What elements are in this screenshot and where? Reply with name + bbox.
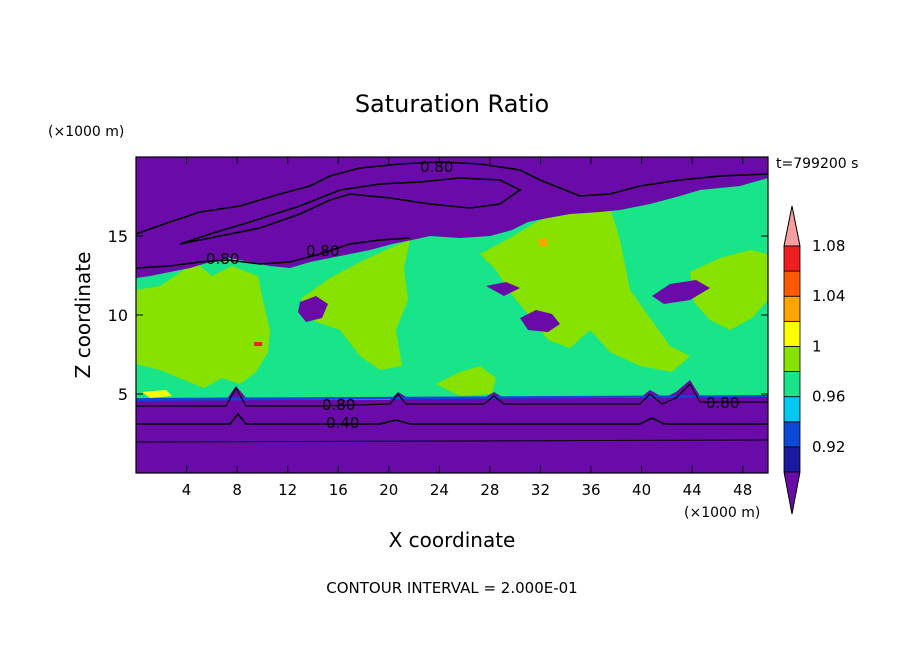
y-tick-label: 5 — [118, 385, 128, 404]
x-tick-label: 8 — [232, 481, 242, 499]
y-tick-label: 10 — [108, 306, 128, 325]
region-green-center — [300, 240, 410, 370]
x-tick-label: 40 — [632, 481, 651, 499]
contour-lines — [136, 161, 768, 443]
colorbar-band — [783, 270, 801, 297]
colorbar-arrow-high — [783, 205, 801, 247]
chart-title: Saturation Ratio — [355, 90, 549, 118]
region-yellow-spot — [142, 390, 172, 398]
x-tick-label: 24 — [430, 481, 449, 499]
region-purple-cloud-a — [520, 310, 560, 332]
region-orange-spot — [538, 238, 548, 246]
region-red-spot — [254, 342, 262, 346]
x-tick-label: 32 — [531, 481, 550, 499]
colorbar-band — [783, 320, 801, 347]
y-axis-label: Z coordinate — [71, 252, 95, 379]
y-tick-label: 15 — [108, 227, 128, 246]
colorbar-band — [783, 446, 801, 473]
x-tick-label: 36 — [581, 481, 600, 499]
colorbar-label: 0.92 — [812, 438, 845, 456]
colorbar-band — [783, 396, 801, 423]
contour-label: 0.80 — [706, 394, 739, 412]
contour-line-040 — [136, 412, 768, 425]
x-tick-label: 44 — [683, 481, 702, 499]
colorbar-label: 1.04 — [812, 287, 845, 305]
x-tick-label: 20 — [379, 481, 398, 499]
colorbar-band — [783, 421, 801, 448]
x-tick-label: 48 — [733, 481, 752, 499]
region-green-left — [136, 262, 270, 388]
x-axis-ticks: 4 8 12 16 20 24 28 32 36 40 44 48 — [182, 157, 752, 499]
region-green-far-right — [690, 250, 768, 330]
region-purple-cloud-d — [486, 282, 520, 296]
colorbar-band — [783, 245, 801, 272]
colorbar-label: 0.96 — [812, 388, 845, 406]
x-unit-label: (×1000 m) — [684, 505, 760, 521]
contour-line-low — [136, 439, 768, 443]
time-label: t=799200 s — [776, 156, 858, 172]
contour-line-top-outer — [136, 161, 768, 235]
x-tick-label: 12 — [278, 481, 297, 499]
contour-line-top-inner — [179, 177, 522, 245]
x-tick-label: 16 — [329, 481, 348, 499]
contour-label: 0.80 — [322, 396, 355, 414]
region-blue-edge — [136, 395, 768, 401]
colorbar-arrow-low — [783, 471, 801, 515]
region-purple-cloud-b — [298, 296, 328, 322]
region-purple-top — [136, 157, 768, 278]
x-axis-label: X coordinate — [389, 528, 516, 552]
contour-line-080-bottom — [136, 383, 768, 407]
saturation-field: 0.80 0.80 0.80 0.80 0.80 0.40 — [136, 157, 768, 473]
contour-labels: 0.80 0.80 0.80 0.80 0.80 0.40 — [206, 158, 739, 432]
x-tick-label: 28 — [480, 481, 499, 499]
contour-interval-note: CONTOUR INTERVAL = 2.000E-01 — [326, 579, 577, 597]
colorbar-band — [783, 371, 801, 398]
y-axis-ticks: 5 10 15 — [108, 227, 768, 404]
region-purple-bottom — [136, 380, 768, 473]
contour-label: 0.80 — [420, 158, 453, 176]
contour-label: 0.80 — [206, 250, 239, 268]
contour-label: 0.80 — [306, 242, 339, 260]
region-purple-cloud-c — [652, 280, 710, 304]
colorbar-label: 1.08 — [812, 237, 845, 255]
colorbar: 0.92 0.96 1 1.04 1.08 — [783, 205, 845, 515]
region-green-right — [480, 206, 690, 372]
x-tick-label: 4 — [182, 481, 192, 499]
colorbar-band — [783, 346, 801, 372]
y-unit-label: (×1000 m) — [48, 124, 124, 140]
contour-line-080-mid — [136, 237, 411, 269]
contour-label: 0.40 — [326, 414, 359, 432]
colorbar-label: 1 — [812, 337, 822, 355]
colorbar-band — [783, 295, 801, 322]
region-green-low — [436, 366, 496, 396]
